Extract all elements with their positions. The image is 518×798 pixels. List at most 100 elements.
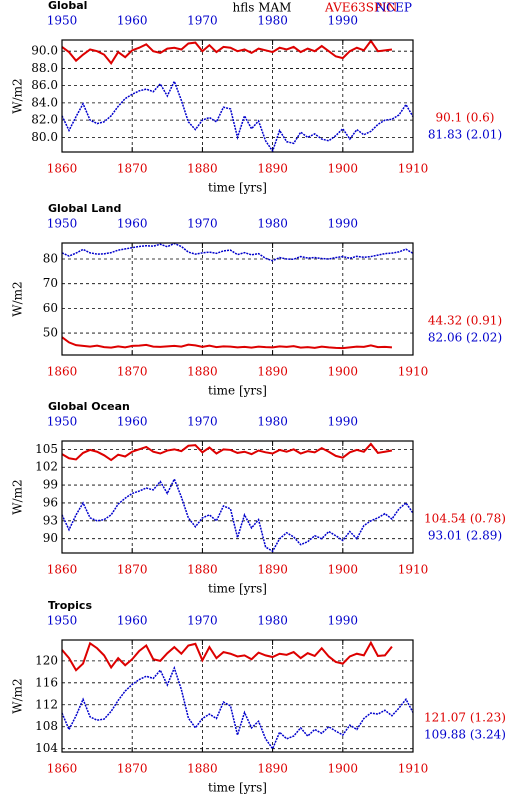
x2-tick-label: 1960: [117, 614, 148, 628]
series-line: [61, 39, 393, 65]
x-tick-label: 1860: [47, 563, 78, 577]
x2-tick-label: 1970: [187, 217, 218, 231]
x-tick-label: 1900: [328, 365, 359, 379]
x2-tick-label: 1950: [47, 14, 78, 28]
x-axis-label: time [yrs]: [208, 181, 267, 195]
plot-frame: [61, 39, 414, 153]
panel-title: Global: [48, 0, 87, 12]
x2-tick-label: 1960: [117, 415, 148, 429]
x-axis-label: time [yrs]: [208, 384, 267, 398]
x-tick-label: 1870: [117, 365, 148, 379]
plot-frame: [61, 242, 414, 356]
series-line: [61, 336, 393, 350]
x2-tick-label: 1950: [47, 614, 78, 628]
y-tick-label: 104: [35, 741, 58, 755]
y-tick-label: 88.0: [31, 61, 58, 75]
panel-title: Global Land: [48, 202, 121, 215]
figure-title: hfls MAM: [233, 1, 292, 15]
x2-tick-label: 1970: [187, 14, 218, 28]
x-axis-label: time [yrs]: [208, 781, 267, 795]
x-tick-label: 1900: [328, 762, 359, 776]
y-tick-label: 102: [35, 460, 58, 474]
y-tick-label: 105: [35, 442, 58, 456]
y-tick-label: 60: [43, 301, 58, 315]
legend-entry: AVE63SPIN: [324, 1, 397, 15]
series-line: [61, 477, 414, 553]
x2-tick-label: 1960: [117, 14, 148, 28]
x2-tick-label: 1950: [47, 415, 78, 429]
y-axis-label: W/m2: [11, 479, 25, 514]
x-tick-label: 1910: [398, 762, 429, 776]
x-tick-label: 1910: [398, 365, 429, 379]
y-tick-label: 90: [43, 531, 58, 545]
y-tick-label: 112: [35, 697, 58, 711]
x-tick-label: 1870: [117, 563, 148, 577]
y-tick-label: 82.0: [31, 113, 58, 127]
x-tick-label: 1860: [47, 162, 78, 176]
x-tick-label: 1860: [47, 762, 78, 776]
x-tick-label: 1890: [257, 162, 288, 176]
x-tick-label: 1890: [257, 563, 288, 577]
x2-tick-label: 1970: [187, 415, 218, 429]
x2-tick-label: 1990: [328, 415, 359, 429]
x-tick-label: 1900: [328, 563, 359, 577]
stat-label: 90.1 (0.6): [436, 111, 495, 125]
y-tick-label: 80: [43, 252, 58, 266]
x-tick-label: 1860: [47, 365, 78, 379]
y-axis-label: W/m2: [11, 678, 25, 713]
plot-frame: [61, 440, 414, 554]
series-line: [61, 442, 393, 462]
x2-tick-label: 1970: [187, 614, 218, 628]
y-tick-label: 99: [43, 478, 58, 492]
x-tick-label: 1900: [328, 162, 359, 176]
y-tick-label: 116: [35, 675, 58, 689]
stat-label: 81.83 (2.01): [428, 128, 502, 142]
x-tick-label: 1890: [257, 365, 288, 379]
x-tick-label: 1880: [187, 162, 218, 176]
stat-label: 109.88 (3.24): [424, 728, 506, 742]
x2-tick-label: 1980: [257, 614, 288, 628]
plot-frame: [61, 639, 414, 753]
x2-tick-label: 1950: [47, 217, 78, 231]
x-tick-label: 1890: [257, 762, 288, 776]
x2-tick-label: 1980: [257, 415, 288, 429]
x2-tick-label: 1990: [328, 614, 359, 628]
y-axis-label: W/m2: [11, 78, 25, 113]
series-line: [61, 640, 393, 672]
x-tick-label: 1870: [117, 762, 148, 776]
x-tick-label: 1880: [187, 563, 218, 577]
y-tick-label: 90.0: [31, 44, 58, 58]
stat-label: 82.06 (2.02): [428, 331, 502, 345]
legend-entry: NCEP: [375, 1, 412, 15]
stat-label: 44.32 (0.91): [428, 314, 502, 328]
panel-title: Global Ocean: [48, 400, 130, 413]
x2-tick-label: 1990: [328, 217, 359, 231]
x2-tick-label: 1980: [257, 14, 288, 28]
stat-label: 104.54 (0.78): [424, 512, 506, 526]
y-tick-label: 96: [43, 495, 58, 509]
stat-label: 93.01 (2.89): [428, 529, 502, 543]
x-tick-label: 1880: [187, 762, 218, 776]
x-tick-label: 1910: [398, 563, 429, 577]
x-axis-label: time [yrs]: [208, 582, 267, 596]
panel-title: Tropics: [48, 599, 92, 612]
x2-tick-label: 1980: [257, 217, 288, 231]
x2-tick-label: 1960: [117, 217, 148, 231]
x-tick-label: 1910: [398, 162, 429, 176]
x-tick-label: 1870: [117, 162, 148, 176]
y-tick-label: 120: [35, 653, 58, 667]
y-tick-label: 93: [43, 513, 58, 527]
stat-label: 121.07 (1.23): [424, 711, 506, 725]
y-tick-label: 84.0: [31, 95, 58, 109]
x-tick-label: 1880: [187, 365, 218, 379]
series-line: [61, 242, 414, 262]
y-tick-label: 80.0: [31, 130, 58, 144]
y-axis-label: W/m2: [11, 281, 25, 316]
y-tick-label: 50: [43, 326, 58, 340]
series-line: [61, 79, 414, 153]
x2-tick-label: 1990: [328, 14, 359, 28]
y-tick-label: 108: [35, 719, 58, 733]
y-tick-label: 70: [43, 276, 58, 290]
series-line: [61, 665, 414, 751]
